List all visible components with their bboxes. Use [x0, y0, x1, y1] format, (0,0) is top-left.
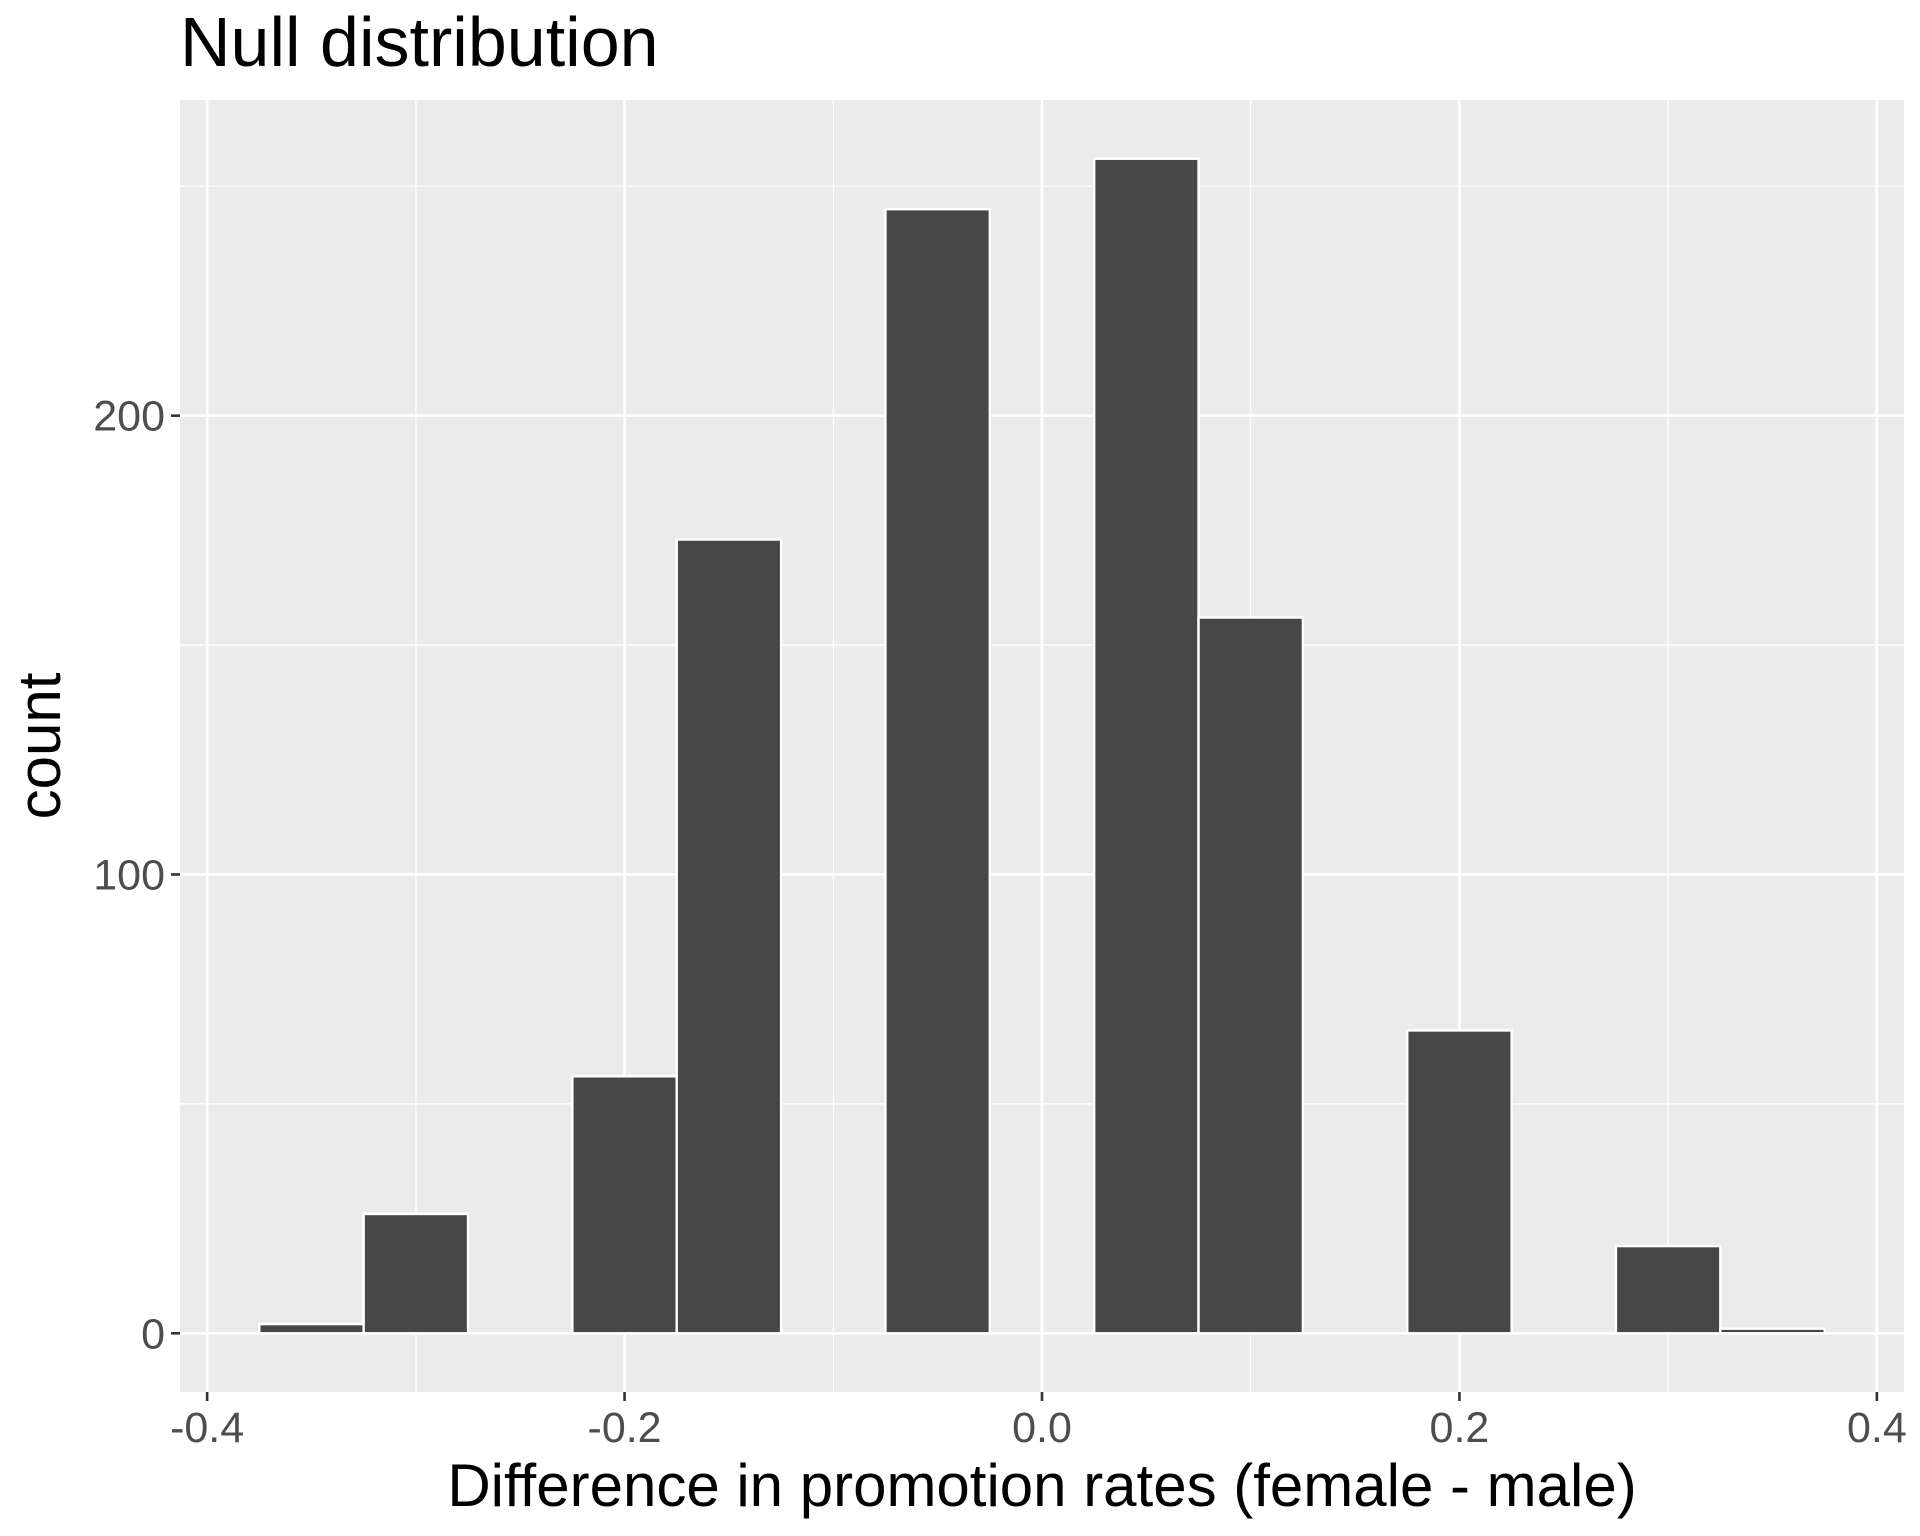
x-tick-label: 0.0 [1012, 1404, 1072, 1452]
bar [1719, 1327, 1826, 1335]
bar [1614, 1244, 1722, 1335]
y-tick-label: 0 [141, 1310, 165, 1358]
chart-title: Null distribution [180, 3, 659, 81]
x-axis-title: Difference in promotion rates (female - … [447, 1452, 1636, 1519]
y-axis-title: count [6, 672, 73, 819]
x-tick-label: 0.4 [1847, 1404, 1907, 1452]
x-tick-label: -0.4 [170, 1404, 244, 1452]
x-tick-label: -0.2 [588, 1404, 662, 1452]
bar [675, 538, 783, 1335]
bar [1092, 157, 1200, 1335]
bar [571, 1075, 678, 1335]
bar [1197, 616, 1305, 1335]
bar [258, 1322, 365, 1335]
y-tick-label: 100 [93, 851, 165, 899]
bar [362, 1212, 470, 1335]
y-tick-label: 200 [93, 393, 165, 441]
bar [1406, 1029, 1513, 1335]
x-tick-label: 0.2 [1430, 1404, 1490, 1452]
bar [884, 207, 992, 1335]
